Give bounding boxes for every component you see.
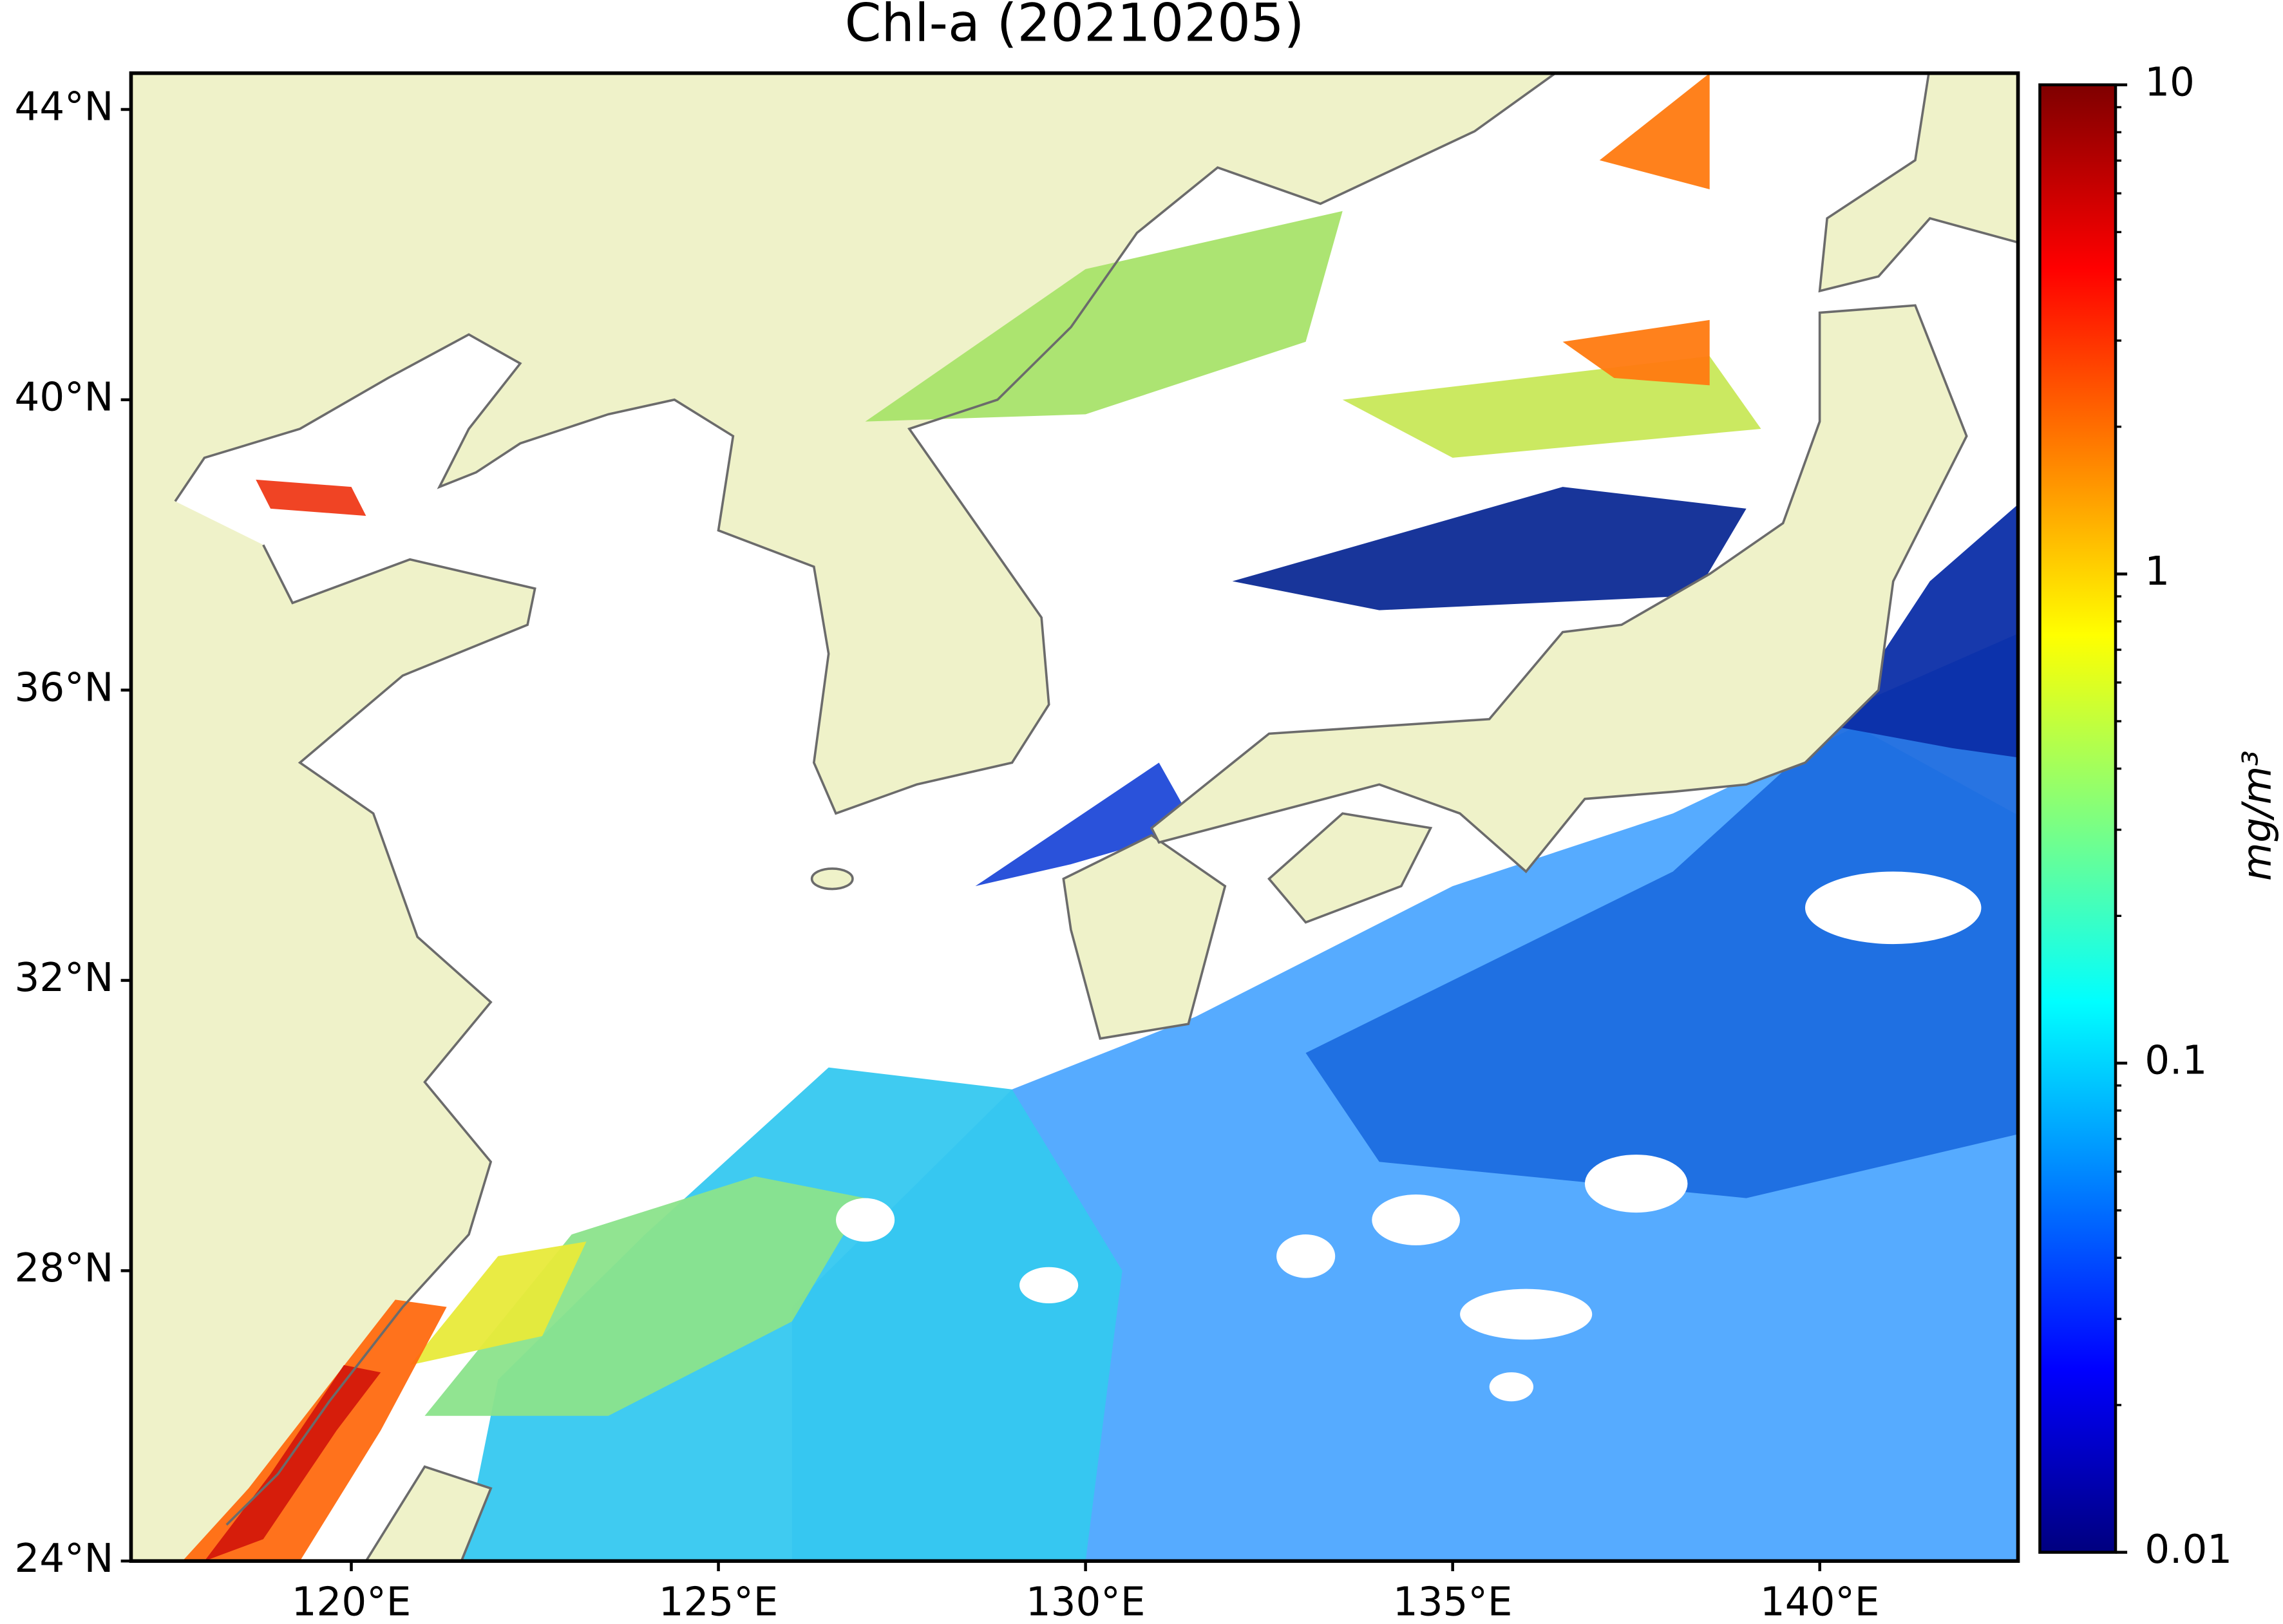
axes: 120°E 125°E 130°E 135°E 140°E 24°N 28°N 32°N 36°… xyxy=(15,59,2233,1624)
map-area xyxy=(131,73,2018,1562)
colorbar xyxy=(2040,84,2116,1553)
chlorophyll-patch xyxy=(1305,633,2018,1198)
coastline xyxy=(174,73,1557,815)
chlorophyll-patch xyxy=(975,762,1196,887)
chlorophyll-patch xyxy=(204,1364,381,1562)
x-tick-label: 135°E xyxy=(1393,1580,1513,1624)
land-coast xyxy=(1267,812,1433,924)
map-title: Chl-a (20210205) xyxy=(845,0,1305,54)
cloud-gap xyxy=(1019,1267,1079,1304)
cloud-gap xyxy=(1372,1194,1461,1245)
chlorophyll-patch xyxy=(1599,73,1710,190)
colorbar-frame xyxy=(2038,83,2117,1554)
cloud-gap xyxy=(835,1198,895,1242)
y-tick-label: 32°N xyxy=(15,955,114,1001)
colorbar-tick-label: 0.1 xyxy=(2145,1038,2207,1084)
land-coast xyxy=(365,1465,493,1562)
y-tick-label: 40°N xyxy=(15,374,114,420)
chlorophyll-patch xyxy=(424,1176,866,1416)
chlorophyll-patch xyxy=(256,479,366,516)
chlorophyll-patch xyxy=(1562,319,1710,386)
cloud-gap xyxy=(1805,871,1982,945)
island xyxy=(810,867,854,891)
chlorophyll-patch xyxy=(1834,504,2018,758)
y-tick-label: 28°N xyxy=(15,1245,114,1291)
map-frame xyxy=(129,71,2020,1563)
cloud-gap xyxy=(1276,1234,1336,1278)
colorbar-tick-label: 1 xyxy=(2145,549,2170,594)
x-tick-label: 130°E xyxy=(1026,1580,1146,1624)
y-tick-label: 24°N xyxy=(15,1536,114,1582)
y-tick-label: 44°N xyxy=(15,84,114,130)
chlorophyll-patch xyxy=(865,211,1343,422)
cloud-gap xyxy=(1584,1155,1688,1213)
land-coast xyxy=(1150,304,1968,874)
cloud-gap xyxy=(1460,1289,1593,1340)
cloud-gap xyxy=(1489,1372,1534,1402)
chlorophyll-patch xyxy=(1342,356,1761,458)
land-coast xyxy=(1818,73,2018,293)
x-tick-label: 125°E xyxy=(659,1580,779,1624)
colorbar-label: mg/m³ xyxy=(2234,750,2280,881)
y-tick-label: 36°N xyxy=(15,665,114,710)
land-coast xyxy=(1062,834,1227,1040)
chlorophyll-patch xyxy=(1232,487,1747,610)
colorbar-tick-label: 0.01 xyxy=(2145,1527,2232,1572)
colorbar-tick-label: 10 xyxy=(2145,59,2195,105)
coastline xyxy=(225,544,536,1526)
x-tick-label: 140°E xyxy=(1760,1580,1880,1624)
chlorophyll-patch xyxy=(410,1242,587,1365)
x-tick-label: 120°E xyxy=(292,1580,412,1624)
